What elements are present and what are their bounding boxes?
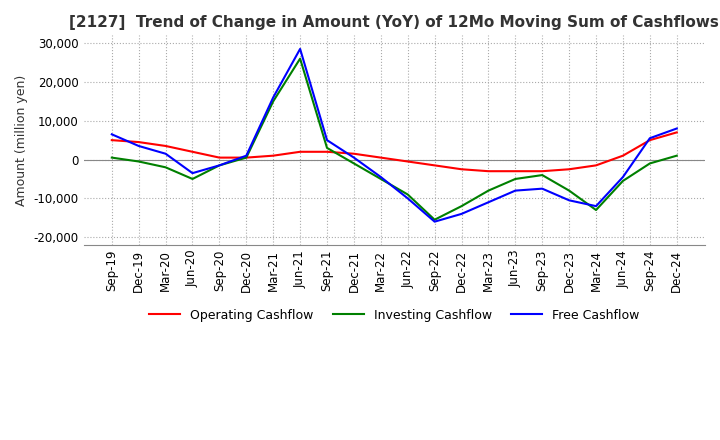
Operating Cashflow <box>646 138 654 143</box>
Title: [2127]  Trend of Change in Amount (YoY) of 12Mo Moving Sum of Cashflows: [2127] Trend of Change in Amount (YoY) o… <box>69 15 719 30</box>
Investing Cashflow <box>188 176 197 182</box>
Operating Cashflow <box>538 169 546 174</box>
Investing Cashflow <box>323 145 331 150</box>
Investing Cashflow <box>242 155 251 160</box>
Investing Cashflow <box>431 217 439 222</box>
Investing Cashflow <box>484 188 492 193</box>
Operating Cashflow <box>107 138 116 143</box>
Investing Cashflow <box>161 165 170 170</box>
Operating Cashflow <box>350 151 359 156</box>
Operating Cashflow <box>161 143 170 149</box>
Operating Cashflow <box>592 163 600 168</box>
Free Cashflow <box>350 155 359 160</box>
Operating Cashflow <box>296 149 305 154</box>
Free Cashflow <box>646 136 654 141</box>
Operating Cashflow <box>215 155 224 160</box>
Line: Operating Cashflow: Operating Cashflow <box>112 132 677 171</box>
Investing Cashflow <box>403 192 412 197</box>
Investing Cashflow <box>672 153 681 158</box>
Free Cashflow <box>323 138 331 143</box>
Operating Cashflow <box>431 163 439 168</box>
Investing Cashflow <box>350 161 359 166</box>
Operating Cashflow <box>323 149 331 154</box>
Investing Cashflow <box>646 161 654 166</box>
Operating Cashflow <box>403 159 412 164</box>
Free Cashflow <box>457 211 466 216</box>
Investing Cashflow <box>296 56 305 61</box>
Free Cashflow <box>269 95 277 100</box>
Free Cashflow <box>431 219 439 224</box>
Free Cashflow <box>403 196 412 201</box>
Free Cashflow <box>592 203 600 209</box>
Operating Cashflow <box>511 169 520 174</box>
Operating Cashflow <box>377 155 385 160</box>
Free Cashflow <box>296 46 305 51</box>
Operating Cashflow <box>484 169 492 174</box>
Investing Cashflow <box>511 176 520 182</box>
Investing Cashflow <box>564 188 573 193</box>
Free Cashflow <box>242 153 251 158</box>
Free Cashflow <box>538 186 546 191</box>
Free Cashflow <box>188 170 197 176</box>
Free Cashflow <box>135 143 143 149</box>
Free Cashflow <box>484 200 492 205</box>
Investing Cashflow <box>592 207 600 213</box>
Investing Cashflow <box>215 163 224 168</box>
Free Cashflow <box>672 126 681 131</box>
Free Cashflow <box>377 174 385 180</box>
Free Cashflow <box>618 174 627 180</box>
Investing Cashflow <box>269 99 277 104</box>
Operating Cashflow <box>242 155 251 160</box>
Y-axis label: Amount (million yen): Amount (million yen) <box>15 74 28 206</box>
Operating Cashflow <box>188 149 197 154</box>
Operating Cashflow <box>269 153 277 158</box>
Operating Cashflow <box>672 130 681 135</box>
Investing Cashflow <box>377 176 385 182</box>
Operating Cashflow <box>135 139 143 145</box>
Investing Cashflow <box>107 155 116 160</box>
Operating Cashflow <box>618 153 627 158</box>
Line: Free Cashflow: Free Cashflow <box>112 49 677 222</box>
Operating Cashflow <box>564 167 573 172</box>
Free Cashflow <box>107 132 116 137</box>
Free Cashflow <box>215 163 224 168</box>
Investing Cashflow <box>538 172 546 178</box>
Operating Cashflow <box>457 167 466 172</box>
Free Cashflow <box>511 188 520 193</box>
Investing Cashflow <box>135 159 143 164</box>
Free Cashflow <box>564 198 573 203</box>
Line: Investing Cashflow: Investing Cashflow <box>112 59 677 220</box>
Legend: Operating Cashflow, Investing Cashflow, Free Cashflow: Operating Cashflow, Investing Cashflow, … <box>144 304 644 327</box>
Investing Cashflow <box>618 178 627 183</box>
Free Cashflow <box>161 151 170 156</box>
Investing Cashflow <box>457 203 466 209</box>
